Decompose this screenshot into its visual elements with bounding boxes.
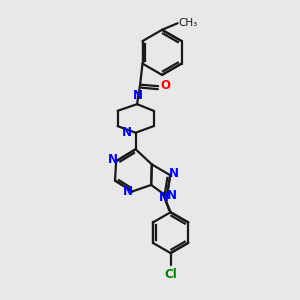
Text: N: N (167, 189, 176, 202)
Text: N: N (133, 89, 143, 102)
Text: Cl: Cl (164, 268, 177, 281)
Text: O: O (160, 79, 170, 92)
Text: N: N (122, 185, 133, 198)
Text: N: N (169, 167, 179, 180)
Text: N: N (107, 153, 118, 167)
Text: CH₃: CH₃ (179, 18, 198, 28)
Text: N: N (159, 191, 169, 204)
Text: N: N (122, 126, 132, 139)
